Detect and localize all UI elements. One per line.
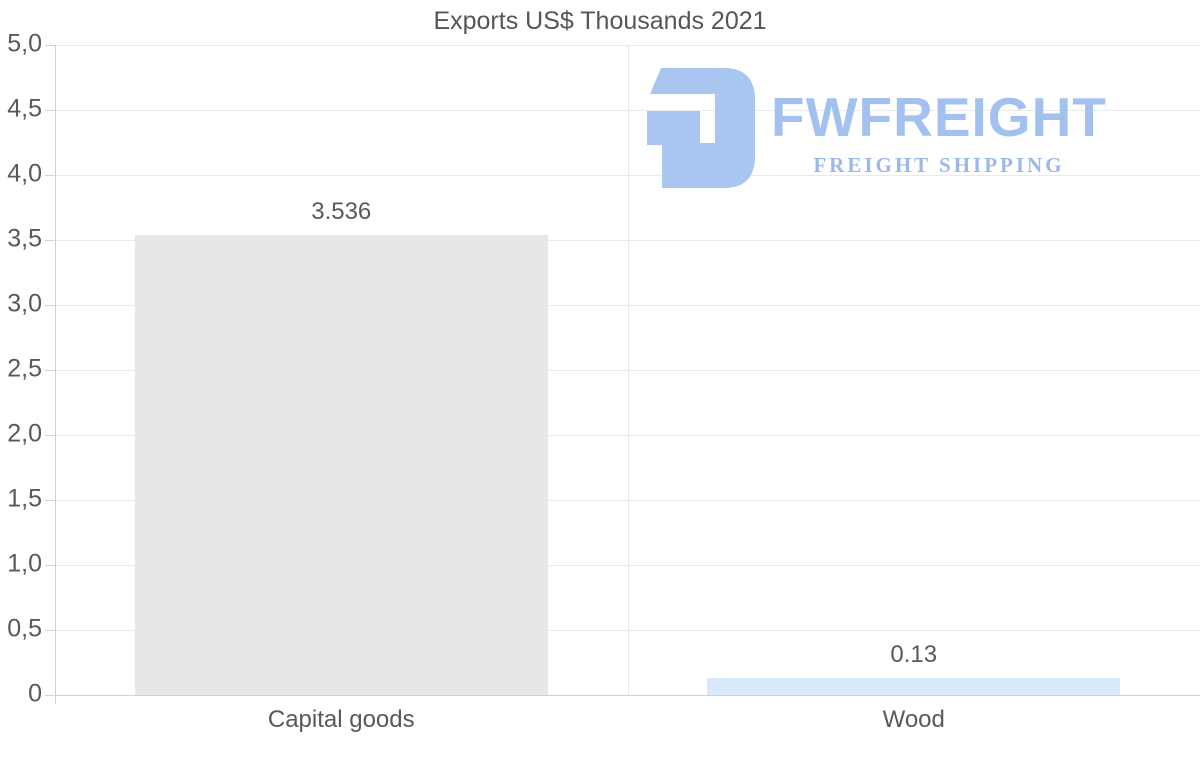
y-axis-label: 0 [28, 679, 42, 708]
watermark-text-block: FWFREIGHT FREIGHT SHIPPING [771, 66, 1107, 178]
y-axis-tick [45, 630, 55, 631]
y-axis-label: 1,5 [7, 484, 42, 513]
bar-value-label-wood: 0.13 [890, 641, 938, 669]
y-axis-label: 3,5 [7, 224, 42, 253]
y-axis-tick [45, 45, 55, 46]
y-axis-tick [45, 695, 55, 696]
gridline [55, 695, 1200, 696]
x-axis-category-label-wood: Wood [882, 706, 945, 733]
fwfreight-logo-icon [647, 68, 755, 188]
y-axis-tick [45, 110, 55, 111]
y-axis-tick [45, 175, 55, 176]
y-axis-tick [45, 305, 55, 306]
y-axis-label: 3,0 [7, 289, 42, 318]
x-axis-category-label-capital-goods: Capital goods [267, 706, 415, 733]
y-axis-label: 2,5 [7, 354, 42, 383]
column-gridline [627, 45, 629, 695]
y-axis-label: 2,0 [7, 419, 42, 448]
bar-capital-goods [134, 235, 548, 695]
y-axis-label: 4,0 [7, 159, 42, 188]
y-axis-tick [45, 370, 55, 371]
y-axis-label: 4,5 [7, 94, 42, 123]
y-axis-label: 5,0 [7, 29, 42, 58]
bar-wood [707, 678, 1121, 695]
y-axis-label: 1,0 [7, 549, 42, 578]
y-axis-label: 0,5 [7, 614, 42, 643]
y-axis-tick [45, 240, 55, 241]
watermark-tagline: FREIGHT SHIPPING [813, 153, 1065, 177]
y-axis-tick [45, 435, 55, 436]
watermark-wordmark: FWFREIGHT [771, 86, 1107, 148]
watermark-logo: FWFREIGHT FREIGHT SHIPPING [645, 66, 1107, 190]
y-axis-line [55, 45, 56, 704]
y-axis-tick [45, 500, 55, 501]
y-axis-tick [45, 565, 55, 566]
bar-value-label-capital-goods: 3.536 [311, 198, 372, 226]
chart-title: Exports US$ Thousands 2021 [433, 7, 767, 35]
